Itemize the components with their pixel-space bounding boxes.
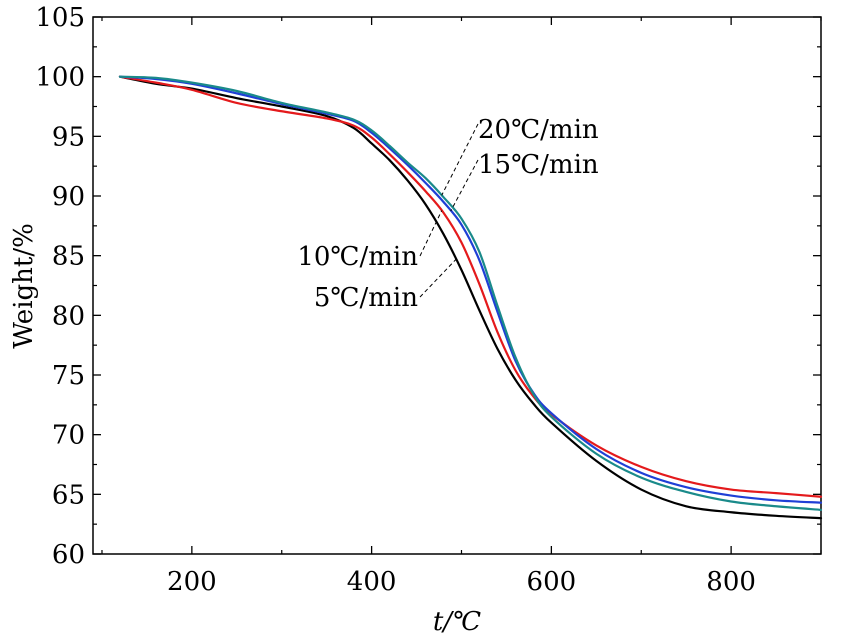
y-tick-label: 95 <box>52 122 85 152</box>
y-tick-label: 60 <box>52 540 85 570</box>
annotation-layer: 20℃/min 15℃/min 10℃/min 5℃/min <box>297 115 599 313</box>
y-tick-label: 70 <box>52 421 85 451</box>
y-tick-label: 80 <box>52 301 85 331</box>
annotation-label: 10℃/min <box>297 242 418 272</box>
x-tick-label: 600 <box>527 567 577 597</box>
tick-labels: 200 400 600 800 60 65 70 75 80 85 90 95 100 105 <box>35 3 756 597</box>
annotation-leader <box>441 123 479 196</box>
x-tick-label: 400 <box>347 567 397 597</box>
y-tick-label: 90 <box>52 182 85 212</box>
x-tick-label: 800 <box>706 567 756 597</box>
plot-frame <box>92 16 822 555</box>
x-axis-label: t/℃ <box>433 607 481 637</box>
annotation-leader <box>450 159 479 212</box>
series-line-5min <box>118 75 823 520</box>
y-tick-label: 105 <box>35 3 85 33</box>
series-line-20min <box>118 75 823 511</box>
y-axis-label: Weight/% <box>9 223 39 349</box>
axis-ticks <box>93 16 822 555</box>
y-tick-label: 75 <box>52 361 85 391</box>
series-line-15min <box>118 75 823 504</box>
annotation-label: 15℃/min <box>478 150 599 180</box>
annotation-leader <box>419 210 443 257</box>
annotation-label: 20℃/min <box>478 115 599 145</box>
x-tick-label: 200 <box>167 567 217 597</box>
annotation-leader <box>419 258 457 298</box>
series-line-10min <box>118 75 823 498</box>
annotation-label: 5℃/min <box>314 283 418 313</box>
series-layer <box>118 75 823 520</box>
y-tick-label: 65 <box>52 480 85 510</box>
y-tick-label: 85 <box>52 242 85 272</box>
y-tick-label: 100 <box>35 63 85 93</box>
